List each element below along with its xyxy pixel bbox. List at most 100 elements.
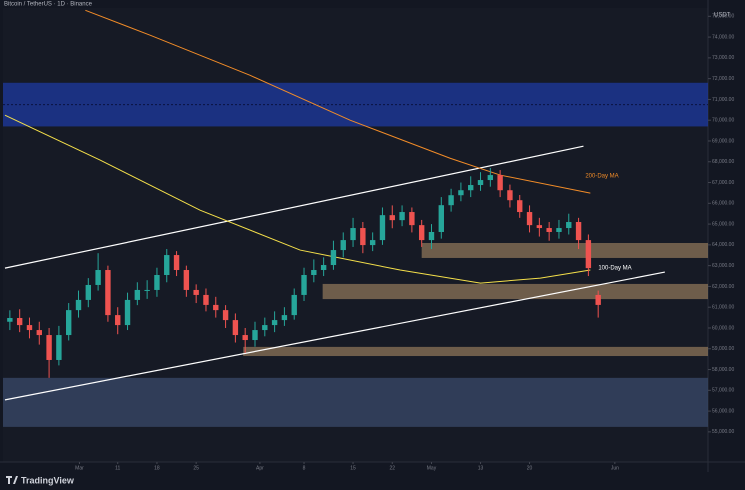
- candle-body: [350, 228, 356, 241]
- x-tick-label: 15: [350, 465, 356, 471]
- candle-body: [575, 222, 582, 241]
- corner-box: [710, 10, 742, 20]
- brand: TradingView: [21, 475, 75, 485]
- candle-body: [56, 335, 62, 360]
- y-tick-label: 55,000.00: [712, 429, 734, 435]
- candle-body: [311, 270, 317, 275]
- x-tick-label: Jun: [611, 465, 619, 471]
- candle-body: [379, 215, 386, 241]
- candle-body: [409, 212, 415, 226]
- candle-body: [536, 225, 543, 229]
- x-tick-label: Mar: [75, 465, 84, 471]
- candle-body: [369, 240, 376, 246]
- candle-body: [173, 255, 180, 271]
- x-tick-label: 22: [389, 465, 395, 471]
- candle-body: [507, 190, 513, 201]
- candle-body: [428, 231, 435, 241]
- x-tick-label: 20: [527, 465, 533, 471]
- overlay-label: 100-Day MA: [598, 266, 631, 272]
- zone: [322, 283, 708, 300]
- candle-body: [320, 265, 327, 271]
- y-tick-label: 58,000.00: [712, 367, 734, 373]
- candle-body: [65, 310, 72, 336]
- candle-body: [458, 190, 464, 196]
- candle-body: [262, 325, 268, 331]
- candle-body: [232, 320, 239, 336]
- candle-body: [144, 289, 150, 291]
- candle-body: [7, 318, 13, 322]
- candle-body: [134, 289, 141, 300]
- y-tick-label: 75,000.00: [712, 14, 734, 20]
- x-tick-label: 8: [303, 465, 306, 471]
- y-tick-label: 61,000.00: [712, 305, 734, 311]
- candle-body: [497, 175, 503, 191]
- y-tick-label: 70,000.00: [712, 118, 734, 124]
- candle-body: [271, 320, 278, 326]
- y-tick-label: 60,000.00: [712, 325, 734, 331]
- candle-body: [526, 212, 533, 226]
- candle-body: [222, 310, 229, 321]
- candle-body: [124, 299, 131, 326]
- y-tick-label: 67,000.00: [712, 180, 734, 186]
- y-tick-label: 69,000.00: [712, 138, 734, 144]
- candle-body: [213, 304, 219, 311]
- candle-body: [389, 215, 395, 221]
- x-tick-label: 18: [154, 465, 160, 471]
- y-tick-label: 59,000.00: [712, 346, 734, 352]
- candle-body: [95, 270, 101, 285]
- candle-body: [330, 250, 337, 266]
- x-tick-label: May: [427, 465, 437, 471]
- overlay-label: 200-Day MA: [585, 174, 618, 180]
- zone: [421, 242, 708, 258]
- candle-body: [242, 335, 248, 341]
- candle-body: [399, 212, 405, 221]
- candle-body: [85, 284, 92, 300]
- y-tick-label: 73,000.00: [712, 55, 734, 61]
- x-tick-label: 13: [478, 465, 484, 471]
- candle-body: [468, 185, 474, 191]
- candle-body: [46, 335, 52, 360]
- candle-body: [477, 180, 484, 186]
- candle-body: [595, 294, 601, 305]
- candle-body: [517, 200, 523, 213]
- candle-body: [566, 222, 572, 229]
- x-tick-label: 25: [193, 465, 199, 471]
- y-tick-label: 63,000.00: [712, 263, 734, 269]
- zone: [243, 346, 708, 357]
- x-tick-label: 11: [115, 465, 120, 471]
- candle-body: [556, 228, 562, 232]
- y-tick-label: 74,000.00: [712, 34, 734, 40]
- y-tick-label: 66,000.00: [712, 201, 734, 207]
- candle-body: [487, 175, 494, 181]
- y-tick-label: 62,000.00: [712, 284, 734, 290]
- candle-body: [183, 270, 190, 290]
- candle-body: [193, 289, 199, 295]
- y-tick-label: 64,000.00: [712, 242, 734, 248]
- candle-body: [418, 225, 425, 241]
- candle-body: [75, 299, 82, 311]
- candle-body: [203, 294, 209, 305]
- brand-logo: [6, 476, 18, 484]
- y-tick-label: 57,000.00: [712, 388, 734, 394]
- candle-body: [105, 270, 111, 316]
- candle-body: [16, 318, 23, 326]
- candle-body: [546, 228, 552, 232]
- candle-body: [291, 294, 297, 316]
- candle-body: [585, 240, 592, 269]
- candle-body: [301, 274, 307, 295]
- candle-body: [438, 205, 444, 232]
- y-tick-label: 65,000.00: [712, 221, 734, 227]
- candle-body: [360, 228, 366, 246]
- candle-body: [164, 255, 170, 275]
- moving-average: [4, 114, 591, 284]
- plot: [3, 9, 708, 427]
- corner-label: USDT: [714, 13, 731, 19]
- candle-body: [26, 325, 33, 331]
- channel-line: [4, 271, 665, 401]
- candle-body: [448, 195, 454, 206]
- y-tick-label: 71,000.00: [712, 97, 734, 103]
- channel-line: [4, 145, 584, 269]
- candle-body: [281, 315, 288, 321]
- candle-body: [154, 274, 160, 290]
